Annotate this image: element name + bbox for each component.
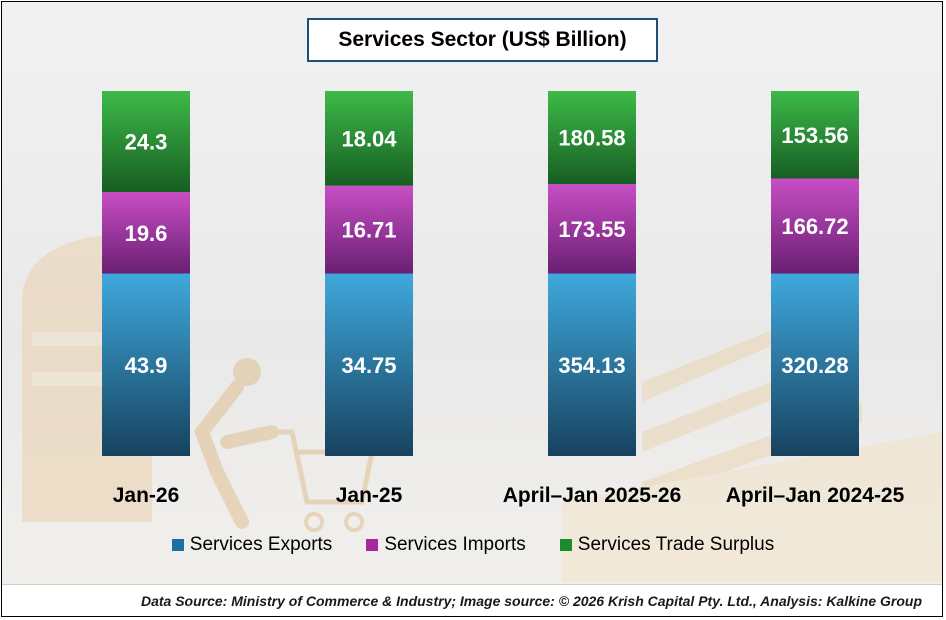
- bar-label-imports-0: 19.6: [125, 221, 168, 246]
- bar-exports-3: [771, 273, 859, 456]
- stacked-bar-chart: 43.9 19.6 24.3 34.75 16.71 18.04 354.13 173.55 1…: [22, 91, 942, 582]
- chart-title: Services Sector (US$ Billion): [307, 18, 658, 62]
- bar-surplus-1: [325, 91, 413, 186]
- legend-swatch-imports: [366, 539, 379, 551]
- bar-labels-layer: 43.9 19.6 24.3 34.75 16.71 18.04 354.13 173.55 1…: [125, 123, 849, 378]
- bar-label-surplus-2: 180.58: [558, 126, 625, 151]
- legend-item-imports: Services Imports: [366, 534, 526, 556]
- bar-imports-0: [102, 192, 190, 274]
- bar-imports-1: [325, 185, 413, 274]
- bars-layer: [102, 91, 859, 456]
- data-source-note: Data Source: Ministry of Commerce & Indu…: [2, 584, 942, 616]
- bar-label-exports-2: 354.13: [558, 353, 625, 378]
- bar-label-imports-2: 173.55: [558, 217, 625, 242]
- bar-label-imports-1: 16.71: [341, 218, 396, 243]
- category-label-2: April–Jan 2025-26: [503, 484, 682, 507]
- legend-label-imports: Services Imports: [384, 534, 526, 555]
- category-label-0: Jan-26: [113, 484, 180, 507]
- legend-swatch-exports: [171, 539, 184, 551]
- legend-label-surplus: Services Trade Surplus: [577, 534, 775, 555]
- bar-surplus-0: [102, 91, 190, 193]
- category-label-3: April–Jan 2024-25: [726, 484, 905, 507]
- legend-item-exports: Services Exports: [171, 534, 333, 556]
- bar-label-surplus-3: 153.56: [781, 123, 848, 148]
- bar-exports-1: [325, 273, 413, 456]
- legend: Services Exports Services Imports Servic…: [2, 532, 942, 558]
- bar-label-exports-3: 320.28: [781, 353, 848, 378]
- bar-imports-3: [771, 178, 859, 274]
- legend-label-exports: Services Exports: [189, 534, 333, 555]
- bar-surplus-2: [548, 91, 636, 185]
- category-labels-layer: Jan-26 Jan-25 April–Jan 2025-26 April–Jan 2…: [113, 484, 905, 507]
- bar-imports-2: [548, 184, 636, 274]
- bar-label-imports-3: 166.72: [781, 214, 848, 239]
- bar-exports-2: [548, 273, 636, 456]
- legend-swatch-surplus: [559, 539, 572, 551]
- bar-label-exports-0: 43.9: [125, 353, 168, 378]
- bar-label-exports-1: 34.75: [341, 353, 396, 378]
- bar-exports-0: [102, 273, 190, 456]
- category-label-1: Jan-25: [336, 484, 403, 507]
- bar-surplus-3: [771, 91, 859, 179]
- bar-label-surplus-0: 24.3: [125, 130, 168, 155]
- legend-item-surplus: Services Trade Surplus: [559, 534, 775, 556]
- bar-label-surplus-1: 18.04: [341, 126, 397, 151]
